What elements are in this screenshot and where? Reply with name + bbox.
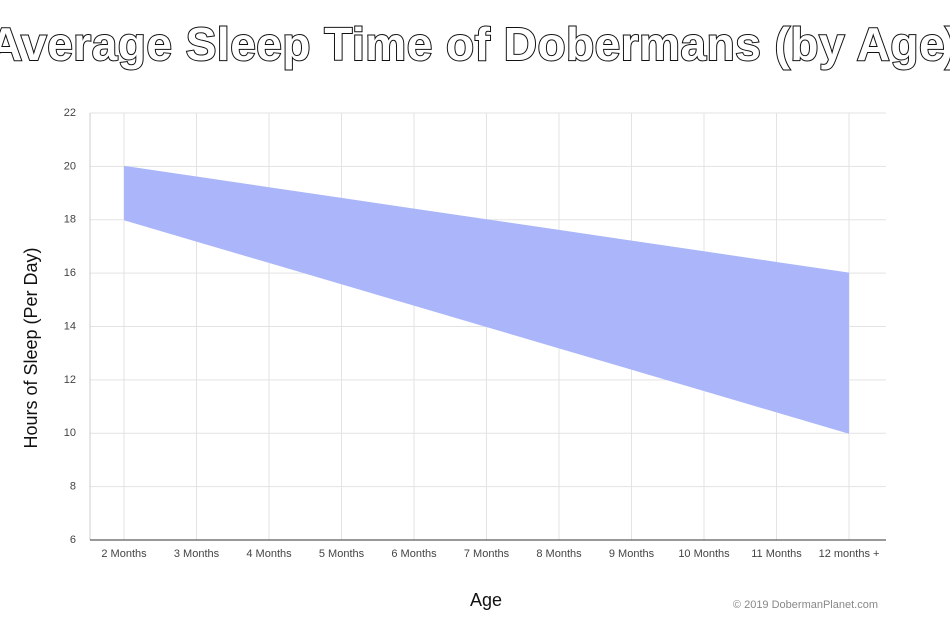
range-area bbox=[124, 166, 849, 434]
y-tick-label: 20 bbox=[64, 160, 76, 172]
x-tick-label: 5 Months bbox=[319, 548, 365, 560]
y-tick-label: 16 bbox=[64, 267, 76, 279]
chart-title: Average Sleep Time of Dobermans (by Age) bbox=[0, 18, 950, 70]
credit: © 2019 DobermanPlanet.com bbox=[733, 599, 878, 611]
x-tick-label: 11 Months bbox=[751, 548, 802, 560]
x-tick-label: 9 Months bbox=[609, 548, 655, 560]
x-tick-label: 4 Months bbox=[246, 548, 292, 560]
y-tick-label: 18 bbox=[64, 214, 76, 226]
x-tick-label: 3 Months bbox=[174, 548, 220, 560]
y-tick-label: 14 bbox=[64, 320, 76, 332]
x-tick-label: 2 Months bbox=[101, 548, 147, 560]
x-tick-label: 7 Months bbox=[464, 548, 510, 560]
x-tick-label: 8 Months bbox=[536, 548, 582, 560]
low-edge bbox=[123, 219, 850, 434]
y-tick-label: 8 bbox=[70, 481, 76, 493]
y-axis-label: Hours of Sleep (Per Day) bbox=[21, 247, 41, 448]
x-tick-label: 12 months + bbox=[819, 548, 880, 560]
x-tick-label: 6 Months bbox=[391, 548, 437, 560]
y-tick-label: 10 bbox=[64, 427, 76, 439]
y-tick-label: 22 bbox=[64, 107, 76, 119]
y-tick-label: 6 bbox=[70, 534, 76, 546]
y-tick-label: 12 bbox=[64, 374, 76, 386]
x-tick-label: 10 Months bbox=[678, 548, 730, 560]
x-axis-label: Age bbox=[470, 590, 502, 610]
high-edge bbox=[123, 165, 850, 274]
